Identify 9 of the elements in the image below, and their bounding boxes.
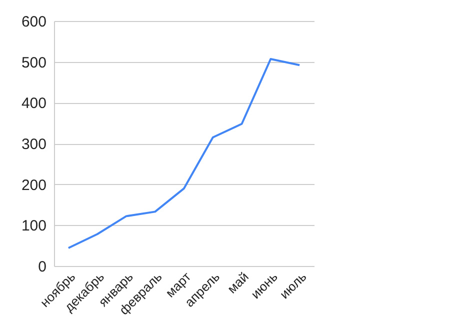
y-tick-label: 300 xyxy=(21,136,46,153)
line-series xyxy=(67,58,301,250)
y-tick-label: 100 xyxy=(21,218,46,235)
y-tick-label: 500 xyxy=(21,54,46,72)
y-tick-label: 400 xyxy=(21,95,46,112)
x-tick-label: май xyxy=(224,269,252,296)
y-tick-label: 600 xyxy=(21,14,46,30)
y-tick-label: 200 xyxy=(21,176,46,194)
y-tick-label: 0 xyxy=(38,258,46,276)
